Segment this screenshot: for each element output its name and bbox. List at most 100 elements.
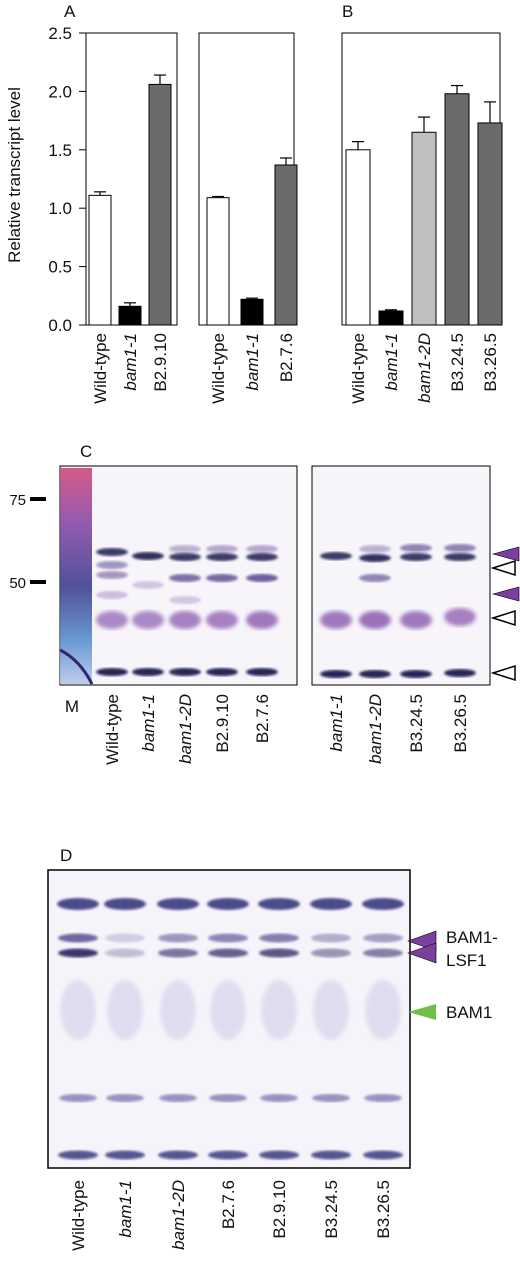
gel-band [169, 574, 201, 582]
gel-band [132, 552, 164, 560]
bam1-lsf1-label-line2: LSF1 [446, 951, 487, 970]
y-tick-label: 2.5 [48, 24, 72, 43]
gel-band [364, 1094, 402, 1102]
gel-band [105, 933, 145, 943]
lane-label: bam1-1 [139, 694, 158, 752]
lane-label: B2.7.6 [219, 1180, 238, 1229]
chart-a-left: 0.0 0.5 1.0 1.5 2.0 2.5 Wild-type bam1-1 B2.9.10 [48, 24, 178, 404]
y-tick-label: 0.5 [48, 258, 72, 277]
gel-band [359, 554, 391, 562]
gel-band [359, 545, 391, 553]
gel-band [259, 948, 299, 958]
gel-c-right [311, 465, 491, 686]
panel-letter-c: C [80, 442, 92, 461]
gel-band [400, 611, 432, 629]
gel-band [365, 980, 401, 1040]
category-label: Wild-type [349, 333, 368, 404]
gel-c-arrowheads [490, 546, 520, 682]
bar-b3-24-5 [444, 93, 470, 326]
gel-band [246, 553, 278, 561]
gel-band [320, 552, 352, 560]
gel-band [246, 668, 278, 676]
lane-label: B3.26.5 [451, 694, 470, 753]
chart-b: Wild-type bam1-1 bam1-2D B3.24.5 B3.26.5 [341, 32, 503, 404]
gel-band [158, 1150, 198, 1160]
gel-band [258, 898, 300, 910]
gel-band [444, 544, 476, 552]
lane-label: B3.24.5 [322, 1180, 341, 1239]
category-label: B3.24.5 [448, 333, 467, 392]
y-tick-label: 1.0 [48, 199, 72, 218]
gel-band [310, 898, 352, 910]
bar-b2-9-10 [148, 83, 172, 326]
category-label: Wild-type [209, 333, 228, 404]
lane-label: B2.9.10 [270, 1180, 289, 1239]
lane-label: B2.7.6 [253, 694, 272, 743]
gel-band [169, 545, 201, 553]
gel-band [96, 611, 128, 629]
gel-band [169, 596, 201, 604]
gel-band [158, 933, 198, 943]
y-axis-label: Relative transcript level [5, 87, 24, 263]
gel-band [208, 933, 248, 943]
gel-band [96, 591, 128, 599]
open-arrowhead-icon [490, 609, 516, 627]
chart-a-right: Wild-type bam1-1 B2.7.6 [198, 32, 298, 404]
gel-band [96, 561, 128, 569]
bar-b2-7-6 [274, 164, 298, 326]
gel-band [259, 1150, 299, 1160]
gel-band [160, 980, 196, 1040]
y-tick-label: 1.5 [48, 141, 72, 160]
panel-letter-b: B [342, 2, 353, 21]
gel-band [210, 980, 246, 1040]
gel-band [105, 948, 145, 958]
gel-band [57, 898, 99, 910]
lane-label: bam1-1 [327, 694, 346, 752]
gel-band [362, 898, 404, 910]
gel-band [444, 669, 476, 677]
gel-band [246, 574, 278, 582]
gel-band [96, 571, 128, 579]
gel-band [206, 553, 238, 561]
category-label: B3.26.5 [481, 333, 500, 392]
lane-label: B3.26.5 [374, 1180, 393, 1239]
filled-arrowhead-icon [491, 546, 520, 562]
bar-wild-type [88, 194, 112, 326]
gel-band [400, 544, 432, 552]
gel-band [359, 670, 391, 678]
bam1-lsf1-label-line1: BAM1- [446, 928, 498, 947]
gel-c-left [59, 465, 298, 686]
y-tick-label: 0.0 [48, 316, 72, 335]
lane-label: Wild-type [103, 694, 122, 765]
gel-c-lane-labels: M Wild-type bam1-1 bam1-2D B2.9.10 B2.7.6 bam1… [65, 694, 470, 765]
gel-band [104, 898, 146, 910]
panel-letter-a: A [64, 2, 76, 21]
gel-band [359, 611, 391, 629]
open-arrowhead-icon [490, 664, 516, 682]
marker-lane [60, 468, 92, 684]
gel-band [259, 933, 299, 943]
bar-wild-type [206, 197, 230, 326]
marker-tick-75 [30, 497, 46, 501]
gel-band [132, 611, 164, 629]
bar-wild-type [345, 149, 371, 326]
bar-bam1-2d [411, 131, 437, 326]
bar-b3-26-5 [477, 122, 503, 326]
gel-band [246, 611, 278, 629]
lane-label: bam1-1 [116, 1180, 135, 1238]
filled-arrowhead-icon [491, 586, 520, 602]
gel-d [47, 869, 411, 1169]
category-label: Wild-type [91, 333, 110, 404]
bar-bam1-1 [378, 310, 404, 326]
y-tick-label: 2.0 [48, 82, 72, 101]
gel-band [206, 611, 238, 629]
gel-band [159, 1094, 197, 1102]
bam1-label: BAM1 [446, 1003, 492, 1022]
gel-band [206, 545, 238, 553]
lane-label: bam1-2D [176, 694, 195, 764]
lane-label: bam1-2D [366, 694, 385, 764]
lane-label: B3.24.5 [407, 694, 426, 753]
gel-band [311, 948, 351, 958]
gel-band [59, 1094, 97, 1102]
category-label: bam1-1 [382, 333, 401, 391]
